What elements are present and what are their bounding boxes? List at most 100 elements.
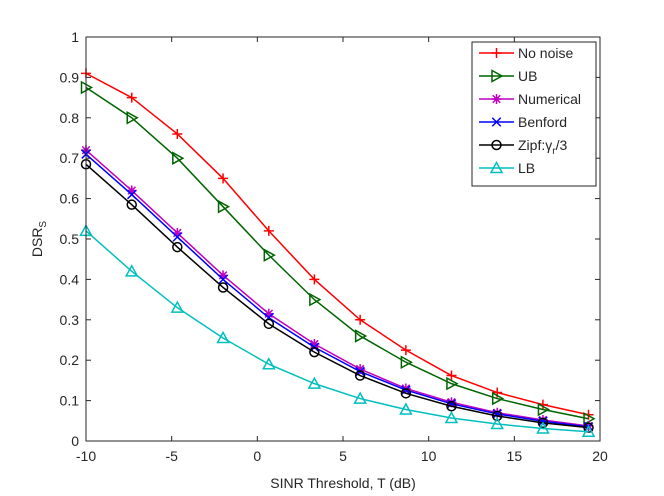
data-point-lb bbox=[444, 410, 459, 424]
y-axis-label: DSRS bbox=[29, 221, 49, 258]
data-point-no-noise bbox=[446, 370, 457, 381]
legend-marker-numerical bbox=[491, 94, 502, 104]
legend-label-ub: UB bbox=[518, 68, 537, 84]
legend-label-no-noise: No noise bbox=[518, 45, 573, 61]
data-point-zipf-r-3 bbox=[491, 410, 503, 422]
legend-label-lb: LB bbox=[518, 160, 535, 176]
data-point-numerical bbox=[172, 227, 183, 238]
data-point-benford bbox=[172, 232, 183, 242]
data-point-lb bbox=[399, 402, 413, 415]
x-tick-label: 20 bbox=[592, 448, 608, 464]
data-point-ub bbox=[446, 376, 459, 391]
y-tick-label: 0.8 bbox=[60, 110, 80, 126]
legend-marker-lb bbox=[489, 160, 504, 174]
legend-box bbox=[471, 41, 597, 187]
data-point-ub bbox=[263, 248, 276, 262]
data-point-ub bbox=[354, 329, 368, 343]
series-line-lb bbox=[85, 230, 589, 433]
data-point-benford bbox=[538, 416, 548, 426]
data-point-no-noise bbox=[355, 314, 366, 325]
x-axis-label: SINR Threshold, T (dB) bbox=[270, 475, 416, 491]
x-tick-label: 10 bbox=[421, 448, 437, 464]
data-point-numerical bbox=[492, 407, 503, 418]
data-point-no-noise bbox=[309, 274, 320, 285]
legend-marker-ub bbox=[491, 69, 504, 83]
y-tick-label: 0.3 bbox=[60, 312, 80, 328]
data-point-lb bbox=[490, 416, 504, 430]
x-tick-label: -5 bbox=[165, 448, 178, 464]
legend-marker-benford bbox=[491, 117, 502, 127]
y-tick-label: 0.1 bbox=[60, 393, 80, 409]
data-point-zipf-r-3 bbox=[354, 370, 366, 381]
data-point-no-noise bbox=[172, 128, 183, 139]
data-point-zipf-r-3 bbox=[263, 318, 275, 330]
x-tick-label: 0 bbox=[253, 448, 261, 464]
data-point-lb bbox=[170, 300, 185, 313]
y-ticks: 0 0.1 0.2 0.3 0.4 0.5 0.6 0.7 0.8 0.9 1 bbox=[60, 29, 600, 449]
data-point-no-noise bbox=[263, 225, 274, 236]
data-point-no-noise bbox=[126, 92, 137, 103]
data-point-benford bbox=[126, 189, 137, 200]
y-tick-label: 0.5 bbox=[60, 231, 80, 247]
data-point-benford bbox=[218, 274, 228, 285]
data-point-ub bbox=[309, 292, 322, 307]
data-point-ub bbox=[126, 111, 139, 125]
data-point-numerical bbox=[537, 414, 548, 425]
data-point-numerical bbox=[218, 270, 229, 281]
series-line-zipf-r-3 bbox=[85, 163, 589, 429]
x-ticks: -10 -5 0 5 10 15 20 bbox=[76, 37, 608, 464]
series-zipf-r-3 bbox=[80, 159, 594, 433]
series-layer bbox=[79, 68, 596, 437]
data-point-zipf-r-3 bbox=[583, 422, 594, 433]
data-point-ub bbox=[491, 391, 505, 406]
x-tick-label: -10 bbox=[76, 448, 96, 464]
y-tick-label: 0.2 bbox=[60, 352, 80, 368]
data-point-lb bbox=[262, 357, 276, 370]
series-ub bbox=[80, 80, 596, 426]
legend-marker-no-noise bbox=[491, 48, 502, 58]
legend: No noise UB Numerical Benford Zipf:γr/3 … bbox=[471, 41, 597, 187]
data-point-numerical bbox=[263, 308, 274, 319]
y-tick-label: 0 bbox=[71, 433, 79, 449]
data-point-ub bbox=[172, 151, 185, 165]
data-point-lb bbox=[307, 376, 322, 389]
y-tick-label: 0.9 bbox=[60, 69, 80, 85]
series-line-numerical bbox=[85, 149, 589, 427]
data-point-zipf-r-3 bbox=[217, 282, 229, 293]
y-tick-label: 1 bbox=[71, 29, 79, 45]
series-line-no-noise bbox=[85, 72, 589, 416]
legend-marker-zipf-r-3 bbox=[491, 139, 502, 151]
x-tick-label: 5 bbox=[339, 448, 347, 464]
x-tick-label: 15 bbox=[507, 448, 523, 464]
data-point-ub bbox=[217, 199, 231, 214]
data-point-ub bbox=[400, 355, 413, 369]
data-point-zipf-r-3 bbox=[446, 401, 457, 412]
data-point-lb bbox=[124, 264, 139, 277]
data-point-no-noise bbox=[218, 173, 229, 184]
legend-label-numerical: Numerical bbox=[518, 91, 581, 107]
data-point-lb bbox=[353, 391, 367, 404]
data-point-zipf-r-3 bbox=[172, 241, 183, 253]
series-no-noise bbox=[81, 68, 594, 420]
series-line-ub bbox=[85, 86, 589, 420]
y-tick-label: 0.4 bbox=[60, 271, 80, 287]
data-point-zipf-r-3 bbox=[537, 417, 549, 429]
data-point-ub bbox=[537, 402, 551, 417]
data-point-lb bbox=[536, 421, 550, 434]
data-point-zipf-r-3 bbox=[309, 346, 320, 358]
data-point-no-noise bbox=[400, 345, 411, 356]
data-point-numerical bbox=[126, 185, 137, 196]
series-line-benford bbox=[85, 153, 589, 428]
data-point-zipf-r-3 bbox=[400, 388, 412, 399]
y-axis-label-sub: S bbox=[38, 221, 49, 228]
data-point-numerical bbox=[309, 339, 320, 350]
legend-label-zipf: Zipf:γr/3 bbox=[518, 137, 567, 157]
data-point-zipf-r-3 bbox=[126, 199, 137, 210]
data-point-numerical bbox=[355, 364, 366, 375]
series-lb bbox=[79, 223, 596, 437]
data-point-lb bbox=[216, 330, 230, 344]
data-point-lb bbox=[581, 424, 596, 437]
y-axis-label-main: DSR bbox=[29, 228, 45, 258]
legend-label-benford: Benford bbox=[518, 114, 567, 130]
